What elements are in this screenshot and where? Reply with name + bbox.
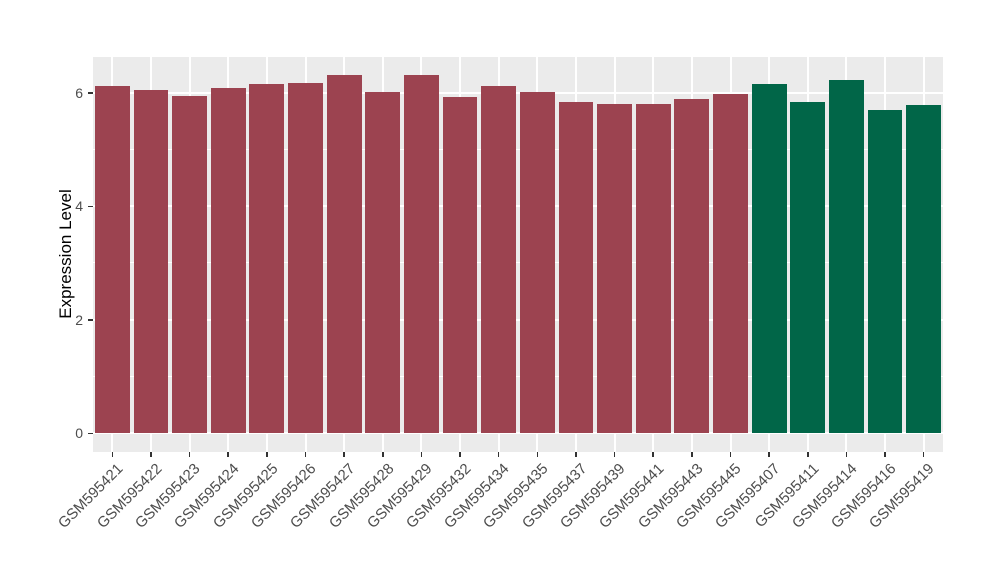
x-tick: [150, 452, 152, 457]
x-tick: [188, 452, 191, 457]
bar: [210, 88, 246, 433]
y-tick-label: 6: [75, 84, 83, 101]
y-tick: [88, 432, 93, 434]
y-tick: [88, 205, 93, 208]
x-tick: [227, 452, 229, 457]
plot-panel: [93, 57, 943, 452]
h-gridline-major: [93, 91, 943, 94]
bar: [906, 104, 942, 433]
y-tick-label: 4: [75, 198, 83, 215]
h-gridline-minor: [93, 262, 943, 264]
y-tick: [88, 319, 93, 321]
x-tick: [768, 452, 770, 457]
x-tick: [807, 452, 809, 457]
bar: [713, 93, 748, 433]
x-tick: [459, 452, 461, 457]
x-tick: [536, 452, 539, 457]
x-tick: [266, 452, 268, 457]
bar: [442, 96, 478, 433]
h-gridline-major: [93, 205, 943, 208]
x-tick: [613, 452, 616, 457]
bar: [635, 103, 671, 433]
bar: [172, 96, 207, 433]
h-gridline-major: [93, 432, 943, 434]
bar: [674, 98, 710, 433]
bar: [94, 86, 130, 433]
bar: [558, 102, 594, 433]
bar: [790, 102, 826, 433]
x-tick: [729, 452, 732, 457]
y-tick-label: 2: [75, 311, 83, 328]
bar: [519, 91, 555, 433]
bar: [481, 86, 517, 433]
bar: [404, 74, 439, 433]
x-tick: [343, 452, 345, 457]
bar: [597, 104, 632, 433]
x-tick: [382, 452, 384, 457]
bar: [867, 109, 903, 433]
x-tick: [420, 452, 423, 457]
bar: [365, 91, 401, 433]
x-tick: [652, 452, 654, 457]
bar: [249, 84, 285, 433]
bar: [751, 84, 787, 433]
bar: [829, 79, 864, 433]
x-tick: [111, 452, 114, 457]
y-tick-label: 0: [75, 425, 83, 441]
x-tick: [884, 452, 886, 457]
bar: [288, 83, 323, 433]
x-tick: [497, 452, 500, 457]
y-axis-title: Expression Level: [56, 189, 75, 319]
bar: [326, 74, 362, 433]
bar: [133, 89, 169, 433]
h-gridline-minor: [93, 148, 943, 150]
h-gridline-major: [93, 318, 943, 321]
x-tick: [845, 452, 848, 457]
x-tick: [691, 452, 693, 457]
x-tick: [304, 452, 307, 457]
x-tick: [575, 452, 577, 457]
y-tick: [88, 92, 93, 94]
h-gridline-minor: [93, 375, 943, 377]
x-tick: [922, 452, 925, 457]
